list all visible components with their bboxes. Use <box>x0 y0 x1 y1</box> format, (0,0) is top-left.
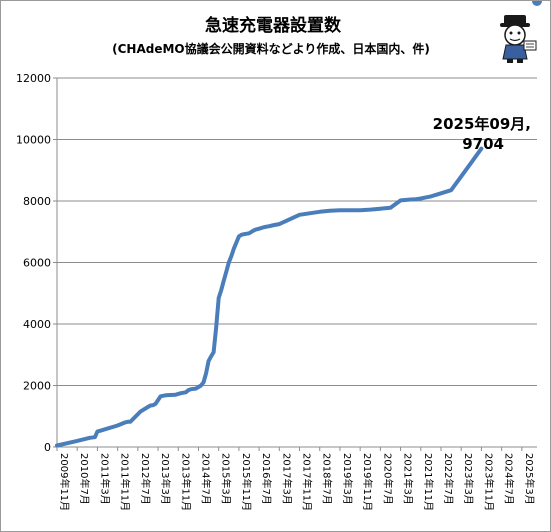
x-tick-label: 2023年3月 <box>462 453 475 505</box>
x-tick-label: 2009年11月 <box>58 453 71 511</box>
x-tick-label: 2011年3月 <box>98 453 111 505</box>
y-tick-label: 0 <box>44 441 51 454</box>
gridlines <box>57 77 537 386</box>
y-tick-label: 10000 <box>16 134 51 147</box>
x-tick-label: 2017年3月 <box>280 453 293 505</box>
x-tick-label: 2022年7月 <box>442 453 455 505</box>
chart-title: 急速充電器設置数 <box>205 15 342 36</box>
annotation-date: 2025年09月, <box>433 115 531 133</box>
x-tick-label: 2013年11月 <box>179 453 192 511</box>
x-tick-label: 2021年3月 <box>402 453 415 505</box>
x-tick-label: 2021年11月 <box>422 453 435 511</box>
x-tick-label: 2014年7月 <box>199 453 212 505</box>
x-tick-label: 2010年7月 <box>78 453 91 505</box>
y-tick-label: 12000 <box>16 72 51 85</box>
y-tick-label: 6000 <box>23 257 51 270</box>
x-tick-label: 2017年11月 <box>301 453 314 511</box>
x-tick-label: 2020年7月 <box>381 453 394 505</box>
x-tick-label: 2013年3月 <box>159 453 172 505</box>
x-tick-label: 2016年7月 <box>260 453 273 505</box>
chart-subtitle: (CHAdeMO協議会公開資料などより作成、日本国内、件) <box>112 41 430 56</box>
latest-point <box>532 1 542 6</box>
y-tick-labels: 0 2000 4000 6000 8000 10000 12000 <box>16 72 51 454</box>
annotation-value: 9704 <box>462 135 504 153</box>
axes <box>53 77 537 451</box>
x-tick-label: 2015年11月 <box>240 453 253 511</box>
mascot-icon <box>500 15 537 63</box>
x-tick-label: 2025年3月 <box>523 453 536 505</box>
x-tick-label: 2015年3月 <box>220 453 233 505</box>
y-tick-label: 4000 <box>23 318 51 331</box>
series-layer <box>55 1 542 448</box>
x-tick-label: 2012年7月 <box>139 453 152 505</box>
y-tick-label: 2000 <box>23 380 51 393</box>
x-tick-label: 2019年11月 <box>361 453 374 511</box>
x-tick-label: 2024年7月 <box>503 453 516 505</box>
x-tick-labels: 2009年11月 2010年7月 2011年3月 2011年11月 2012年7月 201… <box>58 453 536 511</box>
x-tick-label: 2023年11月 <box>482 453 495 511</box>
x-tick-label: 2011年11月 <box>119 453 132 511</box>
series-line <box>55 146 484 448</box>
y-tick-label: 8000 <box>23 195 51 208</box>
x-tick-label: 2019年3月 <box>341 453 354 505</box>
x-tick-label: 2018年7月 <box>321 453 334 505</box>
